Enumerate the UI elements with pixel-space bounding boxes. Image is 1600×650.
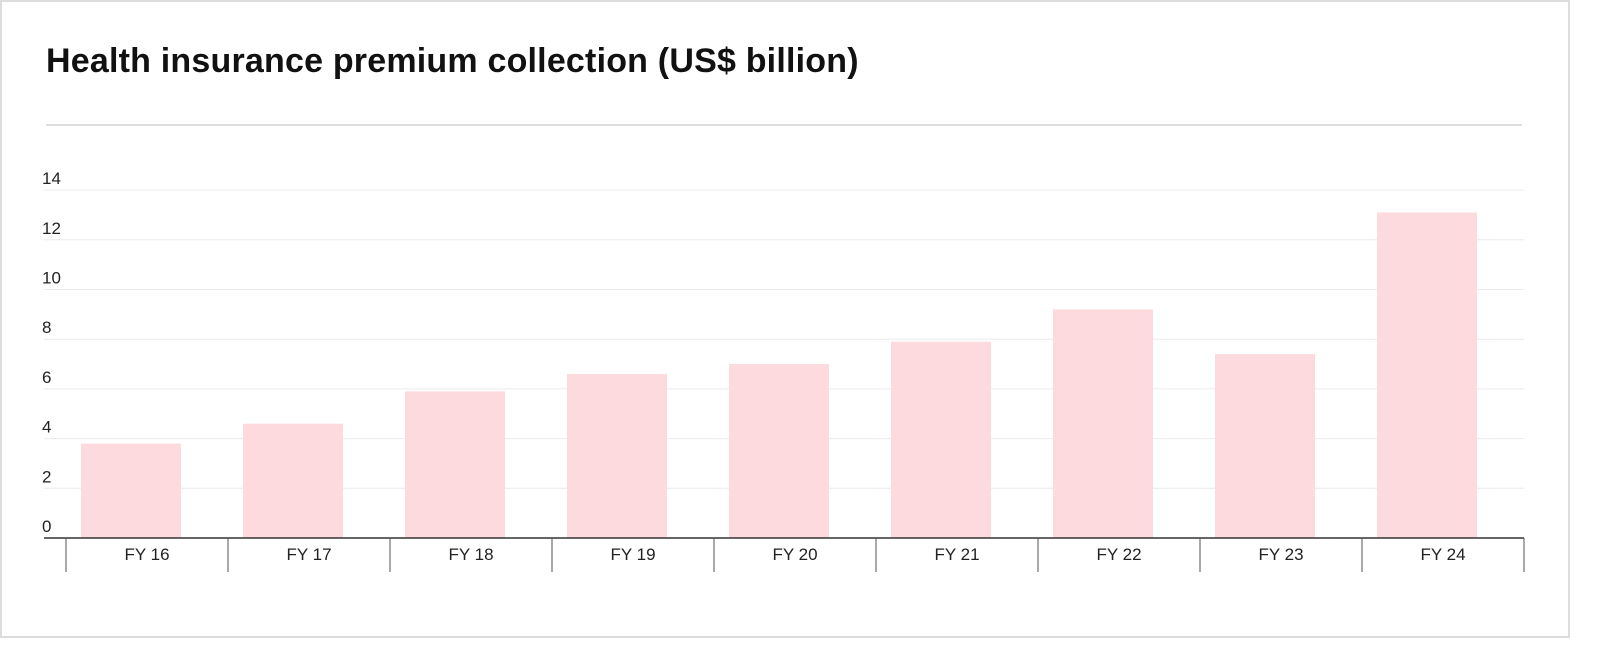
bar xyxy=(81,443,181,538)
bar xyxy=(405,391,505,538)
x-tick-label: FY 16 xyxy=(124,545,169,564)
chart-title: Health insurance premium collection (US$… xyxy=(46,42,859,80)
y-tick-label: 8 xyxy=(42,318,51,337)
bar xyxy=(567,373,667,538)
x-tick-label: FY 24 xyxy=(1420,545,1465,564)
y-tick-label: 12 xyxy=(42,219,61,238)
bars xyxy=(81,212,1477,538)
y-tick-label: 0 xyxy=(42,517,51,536)
bar xyxy=(729,364,829,538)
y-axis: 0 2 4 6 8 10 12 14 xyxy=(42,169,61,536)
x-tick-label: FY 17 xyxy=(286,545,331,564)
y-tick-label: 14 xyxy=(42,169,61,188)
y-tick-label: 6 xyxy=(42,368,51,387)
x-tick-label: FY 19 xyxy=(610,545,655,564)
y-tick-label: 4 xyxy=(42,418,51,437)
bar xyxy=(1215,354,1315,538)
y-tick-label: 2 xyxy=(42,467,51,486)
x-tick-label: FY 22 xyxy=(1096,545,1141,564)
y-tick-label: 10 xyxy=(42,269,61,288)
x-axis: FY 16 FY 17 FY 18 FY 19 FY 20 FY 21 FY 22 FY 23… xyxy=(44,537,1525,572)
bar xyxy=(1053,309,1153,538)
bar xyxy=(1377,212,1477,538)
x-tick-label: FY 23 xyxy=(1258,545,1303,564)
bar xyxy=(891,341,991,538)
bar xyxy=(243,423,343,538)
title-divider xyxy=(46,124,1522,126)
x-tick-label: FY 21 xyxy=(934,545,979,564)
x-tick-label: FY 18 xyxy=(448,545,493,564)
x-tick-label: FY 20 xyxy=(772,545,817,564)
